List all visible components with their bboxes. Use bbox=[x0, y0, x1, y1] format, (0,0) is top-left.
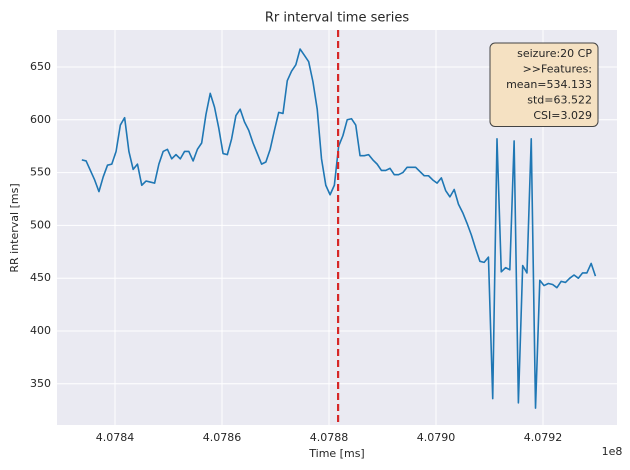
chart-title: Rr interval time series bbox=[265, 11, 409, 26]
y-tick-label: 500 bbox=[30, 218, 51, 231]
annotation-text: CSI=3.029 bbox=[533, 109, 592, 122]
y-tick-label: 450 bbox=[30, 271, 51, 284]
y-tick-label: 600 bbox=[30, 113, 51, 126]
x-tick-label: 4.0784 bbox=[96, 431, 135, 444]
annotation-text: std=63.522 bbox=[527, 94, 592, 107]
y-axis-label: RR interval [ms] bbox=[8, 183, 21, 272]
y-tick-label: 550 bbox=[30, 166, 51, 179]
annotation-box bbox=[489, 42, 599, 127]
x-tick-label: 4.0790 bbox=[417, 431, 456, 444]
x-tick-label: 4.0786 bbox=[203, 431, 242, 444]
x-tick-label: 4.0788 bbox=[310, 431, 349, 444]
x-axis-label: Time [ms] bbox=[308, 447, 364, 460]
y-tick-label: 650 bbox=[30, 60, 51, 73]
y-tick-label: 350 bbox=[30, 377, 51, 390]
annotation-text: seizure:20 CP bbox=[517, 47, 592, 60]
annotation-text: mean=534.133 bbox=[506, 78, 592, 91]
x-tick-label: 4.0792 bbox=[524, 431, 563, 444]
y-tick-label: 400 bbox=[30, 324, 51, 337]
x-offset-label: 1e8 bbox=[602, 445, 623, 458]
annotation-text: >>Features: bbox=[523, 63, 592, 76]
